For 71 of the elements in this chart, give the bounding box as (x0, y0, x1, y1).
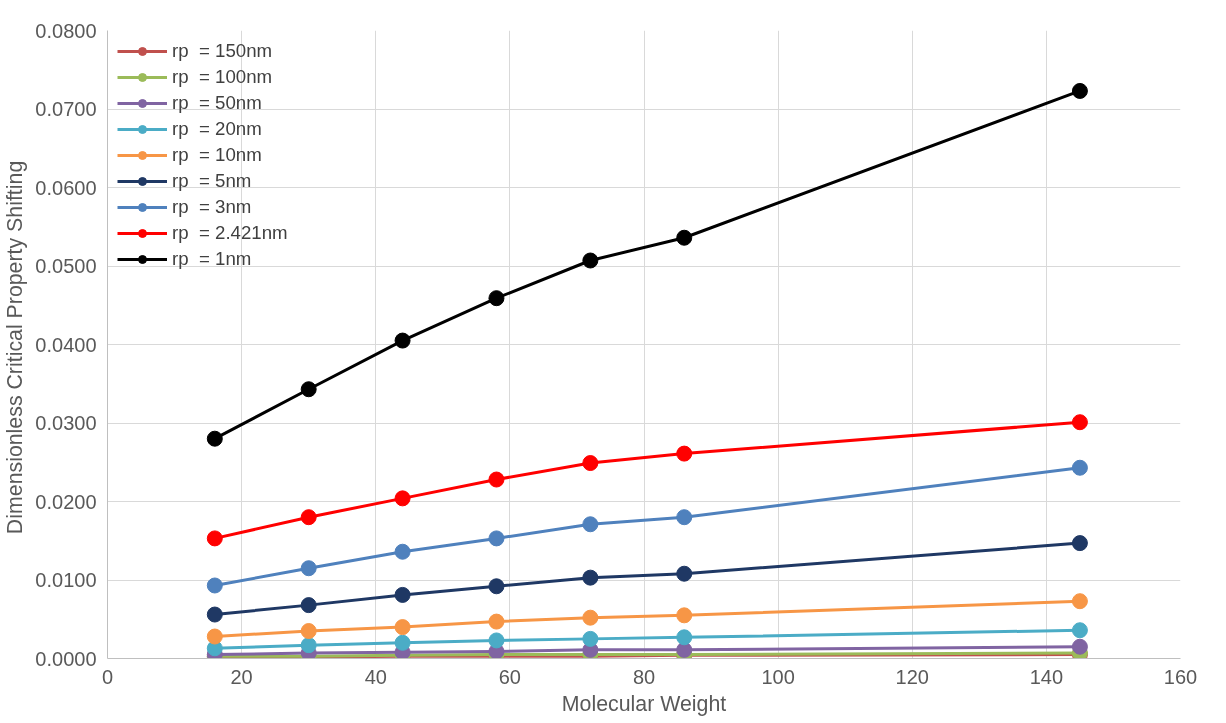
point (676, 607, 693, 624)
x-axis-title: Molecular Weight (561, 691, 727, 716)
point (300, 381, 317, 398)
point (206, 530, 223, 547)
point (1071, 82, 1088, 99)
legend-label: rp = 5nm (172, 170, 252, 192)
legend-label: rp = 10nm (172, 144, 262, 166)
x-tick-label: 0 (101, 665, 114, 688)
y-tick-label: 0.0400 (35, 333, 97, 356)
point (488, 471, 505, 488)
point (394, 332, 411, 349)
legend-label: rp = 20nm (172, 118, 262, 140)
legend-label: rp = 100nm (172, 66, 273, 88)
legend-label: rp = 3nm (172, 196, 252, 218)
point (582, 516, 599, 533)
point (300, 560, 317, 577)
x-tick-label: 140 (1029, 665, 1064, 688)
x-tick-label: 80 (632, 665, 656, 688)
point (488, 530, 505, 547)
point (676, 229, 693, 246)
point (1071, 638, 1088, 655)
point (488, 613, 505, 630)
x-tick-label: 60 (498, 665, 521, 688)
y-tick-label: 0.0000 (35, 647, 97, 670)
point (1071, 414, 1088, 431)
x-tick-label: 40 (364, 665, 387, 688)
point (300, 509, 317, 526)
y-axis-title: Dimensionless Critical Property Shifting (3, 160, 28, 535)
x-tick-label: 100 (761, 665, 795, 688)
point (676, 445, 693, 462)
y-tick-label: 0.0600 (35, 176, 97, 199)
point (394, 586, 411, 603)
point (206, 628, 223, 645)
point (676, 509, 693, 526)
point (394, 490, 411, 507)
point (582, 630, 599, 647)
legend-label: rp = 150nm (172, 40, 273, 62)
point (300, 637, 317, 654)
point (582, 455, 599, 472)
point (1071, 459, 1088, 476)
x-tick-label: 160 (1163, 665, 1198, 688)
point (206, 430, 223, 447)
point (488, 632, 505, 649)
y-tick-label: 0.0200 (35, 490, 97, 513)
point (300, 623, 317, 640)
y-tick-label: 0.0700 (35, 98, 97, 120)
legend-label: rp = 2.421nm (172, 222, 288, 244)
point (1071, 593, 1088, 610)
point (206, 577, 223, 594)
point (676, 565, 693, 582)
point (488, 578, 505, 595)
legend-label: rp = 1nm (172, 248, 252, 270)
point (582, 569, 599, 586)
point (300, 597, 317, 614)
point (394, 634, 411, 651)
y-tick-label: 0.0500 (35, 255, 97, 277)
x-tick-label: 20 (230, 665, 253, 688)
point (582, 609, 599, 626)
point (1071, 535, 1088, 552)
y-tick-label: 0.0300 (35, 412, 97, 434)
legend-label: rp = 50nm (172, 92, 262, 114)
x-tick-label: 120 (895, 665, 929, 688)
point (676, 629, 693, 646)
point (206, 606, 223, 623)
y-tick-label: 0.0100 (35, 569, 97, 591)
point (1071, 622, 1088, 639)
point (394, 619, 411, 636)
y-tick-label: 0.0800 (35, 19, 97, 42)
point (394, 543, 411, 560)
point (488, 290, 505, 307)
point (582, 252, 599, 269)
